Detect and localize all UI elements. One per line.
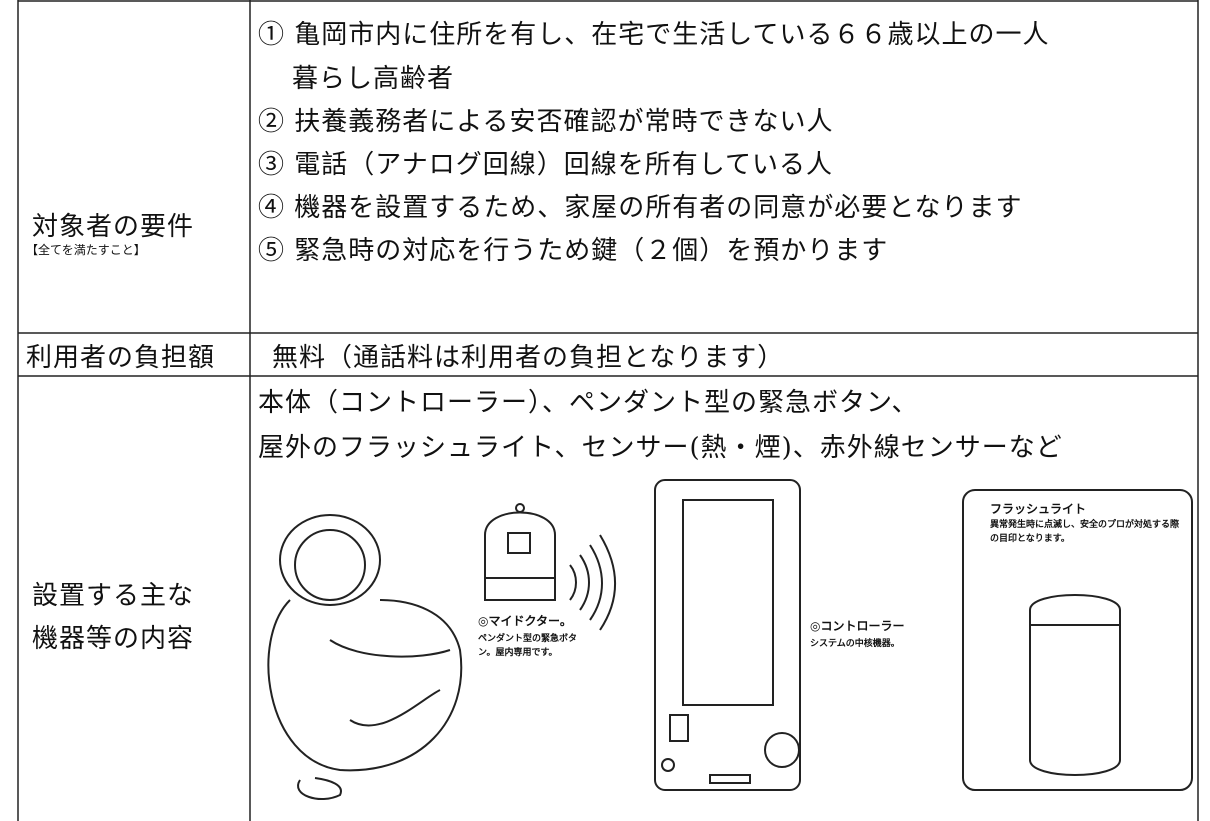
- item-line: ④ 機器を設置するため、家屋の所有者の同意が必要となります: [258, 193, 1023, 223]
- item-line: ③ 電話（アナログ回線）回線を所有している人: [258, 150, 833, 180]
- row-label: 利用者の負担額: [26, 343, 216, 373]
- figure-caption: ペンダント型の緊急ボタン。屋内専用です。: [478, 634, 578, 658]
- row-label: 機器等の内容: [32, 624, 195, 654]
- row-label: 設置する主な: [32, 581, 195, 611]
- figure-caption: フラッシュライト: [990, 502, 1087, 516]
- figure-caption: 異常発生時に点滅し、安全のプロが対処する際の目印となります。: [990, 520, 1180, 544]
- row-text: 無料（通話料は利用者の負担となります）: [272, 343, 785, 373]
- item-line: ① 亀岡市内に住所を有し、在宅で生活している６６歳以上の一人: [258, 20, 1050, 50]
- figure-caption: ◎コントローラー: [810, 619, 905, 633]
- row-label: 対象者の要件: [32, 212, 195, 242]
- row-text: 屋外のフラッシュライト、センサー(熱・煙)、赤外線センサーなど: [258, 433, 1063, 463]
- row-text: 本体（コントローラー）、ペンダント型の緊急ボタン、: [258, 388, 919, 418]
- illustration: [267, 479, 1193, 800]
- item-line: 暮らし高齢者: [292, 64, 455, 94]
- figure-caption: ◎マイドクター。: [478, 614, 572, 628]
- item-line: ⑤ 緊急時の対応を行うため鍵（２個）を預かります: [258, 236, 889, 266]
- figure-caption: システムの中核機器。: [810, 639, 900, 649]
- row-note: 【全てを満たすこと】: [26, 243, 146, 257]
- item-line: ② 扶養義務者による安否確認が常時できない人: [258, 107, 834, 137]
